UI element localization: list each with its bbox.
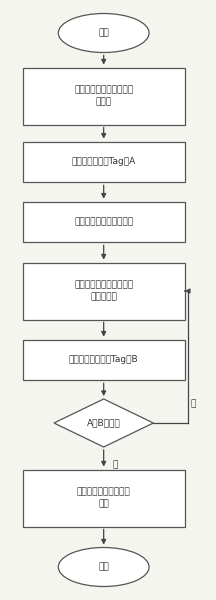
Ellipse shape xyxy=(58,547,149,587)
Bar xyxy=(23,469,185,527)
Text: 结束: 结束 xyxy=(98,563,109,571)
Bar xyxy=(23,142,185,182)
Bar xyxy=(23,67,185,124)
Polygon shape xyxy=(54,399,153,447)
Text: 关键驱动几何的Tag值A: 关键驱动几何的Tag值A xyxy=(71,157,136,166)
Text: 开始: 开始 xyxy=(98,28,109,37)
Text: 获取零件的所有加工操作: 获取零件的所有加工操作 xyxy=(74,217,133,226)
Bar xyxy=(23,263,185,319)
Text: 否: 否 xyxy=(190,399,195,408)
Text: 高亮显示或显中该加工
操作: 高亮显示或显中该加工 操作 xyxy=(77,488,130,508)
Text: A、B相等？: A、B相等？ xyxy=(87,419,121,427)
Ellipse shape xyxy=(58,13,149,52)
Text: 循环一个加工操作的特征
的驱动几何: 循环一个加工操作的特征 的驱动几何 xyxy=(74,281,133,301)
Text: 每一个驱动几何的Tag值B: 每一个驱动几何的Tag值B xyxy=(69,355,138,364)
Bar xyxy=(23,340,185,380)
Text: 点选的加工特征的关键驱
动几何: 点选的加工特征的关键驱 动几何 xyxy=(74,86,133,106)
Bar xyxy=(23,202,185,242)
Text: 是: 是 xyxy=(112,460,118,469)
